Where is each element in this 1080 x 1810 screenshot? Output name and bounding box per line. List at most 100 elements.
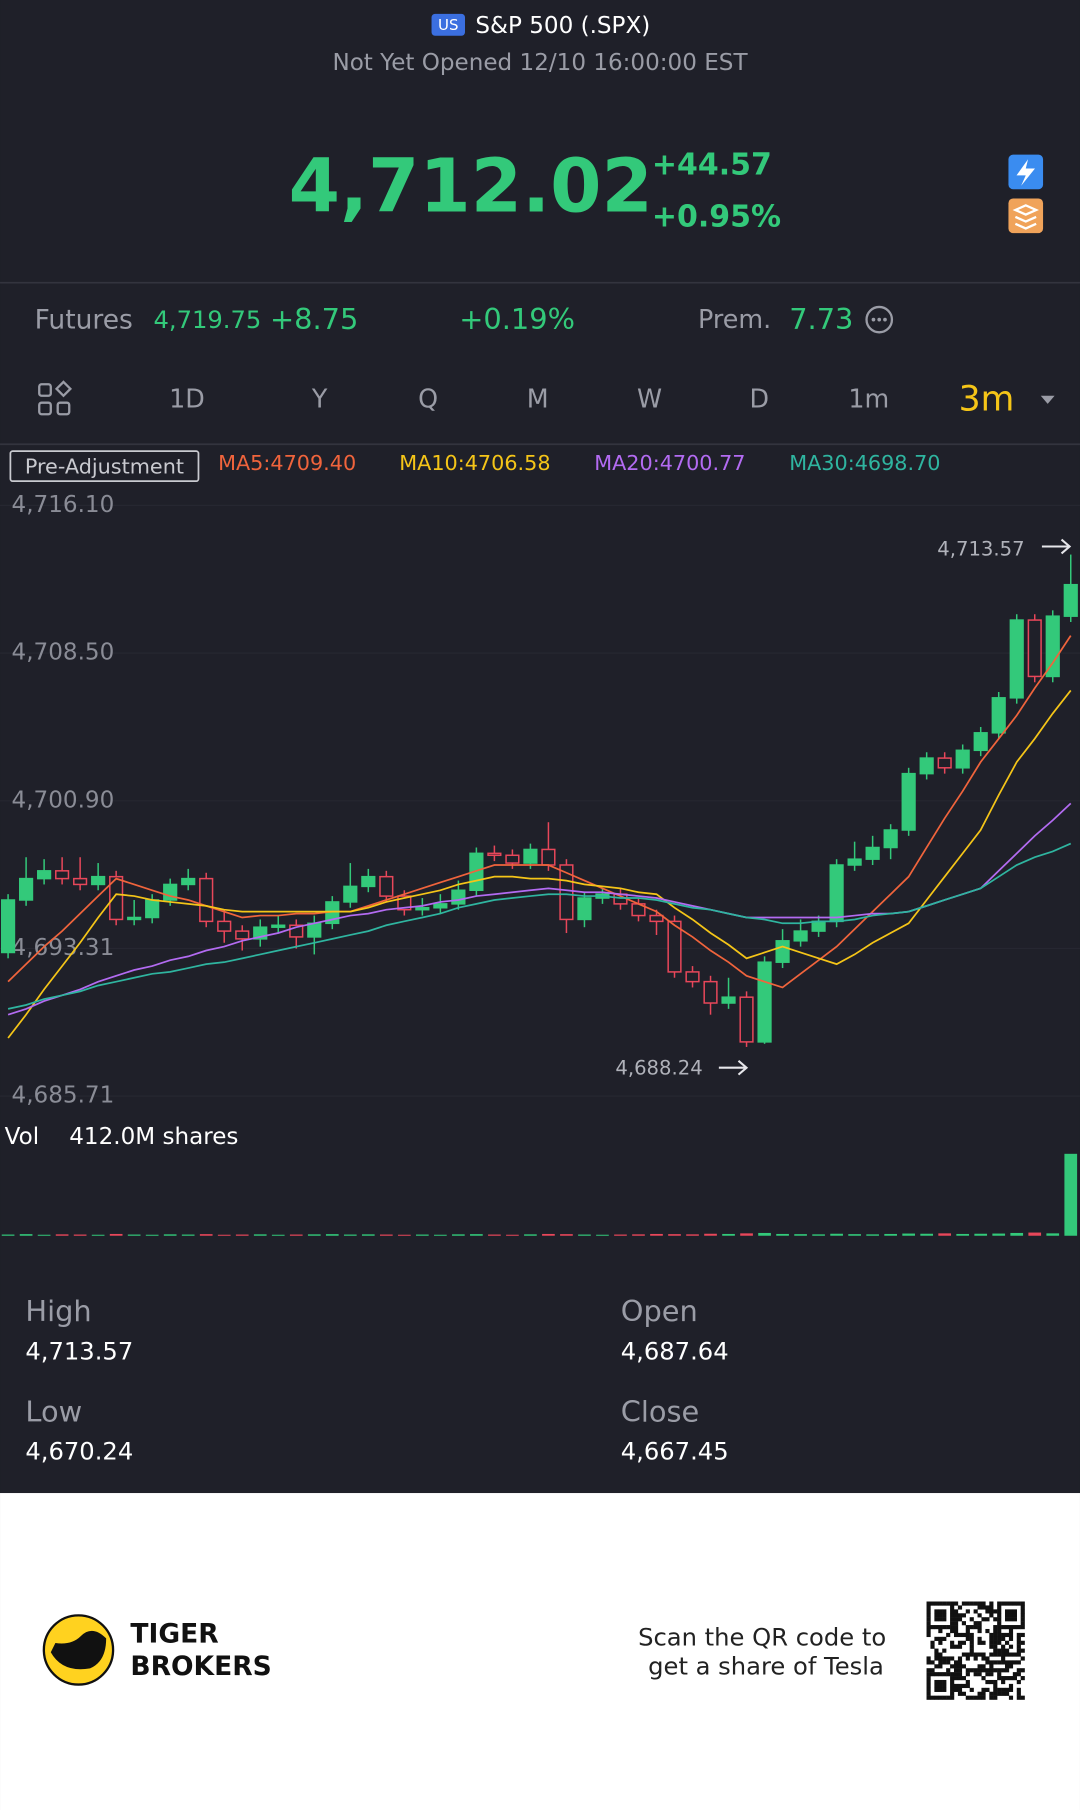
qr-module xyxy=(950,1621,955,1626)
qr-module xyxy=(1016,1687,1021,1692)
qr-module xyxy=(1008,1625,1014,1630)
qr-module xyxy=(1020,1676,1025,1681)
candle-body xyxy=(847,858,862,866)
footer-background xyxy=(0,1493,1080,1810)
qr-module xyxy=(961,1664,966,1669)
qr-module xyxy=(957,1691,963,1696)
stat-value: 4,667.45 xyxy=(621,1438,729,1466)
adjustment-box[interactable] xyxy=(9,450,200,483)
qr-module xyxy=(989,1640,994,1645)
qr-module xyxy=(1004,1652,1010,1657)
qr-module xyxy=(938,1609,943,1614)
more-dot xyxy=(877,317,882,322)
qr-module xyxy=(997,1621,1002,1626)
qr-module xyxy=(942,1609,947,1614)
candle-body xyxy=(0,899,16,954)
candle-body xyxy=(739,996,754,1043)
qr-module xyxy=(989,1660,994,1665)
qr-module xyxy=(1008,1664,1014,1669)
qr-module xyxy=(957,1617,963,1622)
volume-bar xyxy=(884,1233,897,1236)
high-marker-arrow xyxy=(1041,538,1072,555)
qr-module xyxy=(977,1636,982,1641)
period-tab[interactable]: D xyxy=(749,383,769,413)
qr-module xyxy=(985,1687,990,1692)
brand-name: BROKERS xyxy=(130,1651,271,1682)
dropdown-arrow[interactable] xyxy=(1040,395,1055,404)
period-tabs: 1D Y Q M W D 1m 3m xyxy=(38,379,1055,419)
qr-module xyxy=(997,1676,1002,1681)
volume-bar xyxy=(920,1233,934,1236)
qr-module xyxy=(1020,1609,1025,1614)
qr-module xyxy=(989,1636,994,1641)
qr-module xyxy=(1001,1652,1006,1657)
qr-module xyxy=(1016,1644,1021,1649)
qr-module xyxy=(1016,1636,1021,1641)
qr-module xyxy=(1004,1601,1010,1606)
qr-module xyxy=(950,1644,955,1649)
candle-body xyxy=(883,829,898,849)
volume-bar xyxy=(812,1234,825,1236)
qr-module xyxy=(942,1636,947,1641)
qr-module xyxy=(965,1672,970,1677)
qr-module xyxy=(989,1679,994,1685)
qr-module xyxy=(946,1632,951,1638)
qr-module xyxy=(950,1691,955,1696)
qr-module xyxy=(981,1687,986,1692)
qr-module xyxy=(950,1628,955,1634)
qr-module xyxy=(926,1687,931,1692)
period-tab[interactable]: Q xyxy=(418,383,438,413)
qr-module xyxy=(1004,1687,1010,1692)
qr-module xyxy=(1020,1613,1025,1618)
qr-module xyxy=(965,1656,970,1661)
qr-module xyxy=(926,1695,931,1700)
qr-module xyxy=(977,1695,982,1700)
qr-module xyxy=(993,1648,998,1653)
qr-module xyxy=(1008,1687,1014,1692)
qr-module xyxy=(1008,1660,1014,1665)
volume-bar xyxy=(1028,1232,1042,1236)
period-tab[interactable]: 3m xyxy=(959,379,1015,419)
y-tick-label: 4,693.31 xyxy=(12,935,115,961)
volume-bar xyxy=(289,1234,303,1236)
qr-module xyxy=(957,1676,963,1681)
volume-bar xyxy=(992,1233,1006,1236)
qr-module xyxy=(1012,1601,1017,1606)
qr-module xyxy=(953,1676,959,1681)
qr-module xyxy=(993,1683,998,1689)
volume-bar xyxy=(1010,1232,1024,1236)
qr-module xyxy=(981,1617,986,1622)
period-tab[interactable]: 1m xyxy=(848,383,889,413)
qr-module xyxy=(934,1609,939,1614)
qr-module xyxy=(1012,1625,1017,1630)
qr-module xyxy=(997,1652,1002,1657)
period-tab[interactable]: Y xyxy=(311,383,328,413)
volume-bar xyxy=(956,1233,970,1236)
qr-module xyxy=(977,1664,982,1669)
qr-module xyxy=(1016,1660,1021,1665)
qr-module xyxy=(946,1601,951,1606)
qr-module xyxy=(989,1691,994,1696)
qr-module xyxy=(946,1625,951,1630)
layout-button[interactable] xyxy=(38,380,73,416)
qr-module xyxy=(942,1672,947,1677)
candle-body xyxy=(1045,615,1060,678)
qr-module xyxy=(957,1664,963,1669)
period-tab[interactable]: M xyxy=(527,383,549,413)
period-tab[interactable]: W xyxy=(637,383,662,413)
qr-module xyxy=(981,1668,986,1673)
period-tab[interactable]: 1D xyxy=(169,383,205,413)
qr-module xyxy=(957,1687,963,1692)
qr-module xyxy=(957,1656,963,1661)
candle-body xyxy=(145,899,160,919)
qr-module xyxy=(969,1601,974,1606)
futures-change: +8.75 xyxy=(270,302,358,336)
qr-module xyxy=(957,1605,963,1610)
qr-module xyxy=(989,1652,994,1657)
qr-module xyxy=(1001,1687,1006,1692)
grid-icon xyxy=(54,380,73,398)
qr-module xyxy=(926,1609,931,1614)
more-button[interactable] xyxy=(865,305,894,334)
qr-module xyxy=(942,1648,947,1653)
